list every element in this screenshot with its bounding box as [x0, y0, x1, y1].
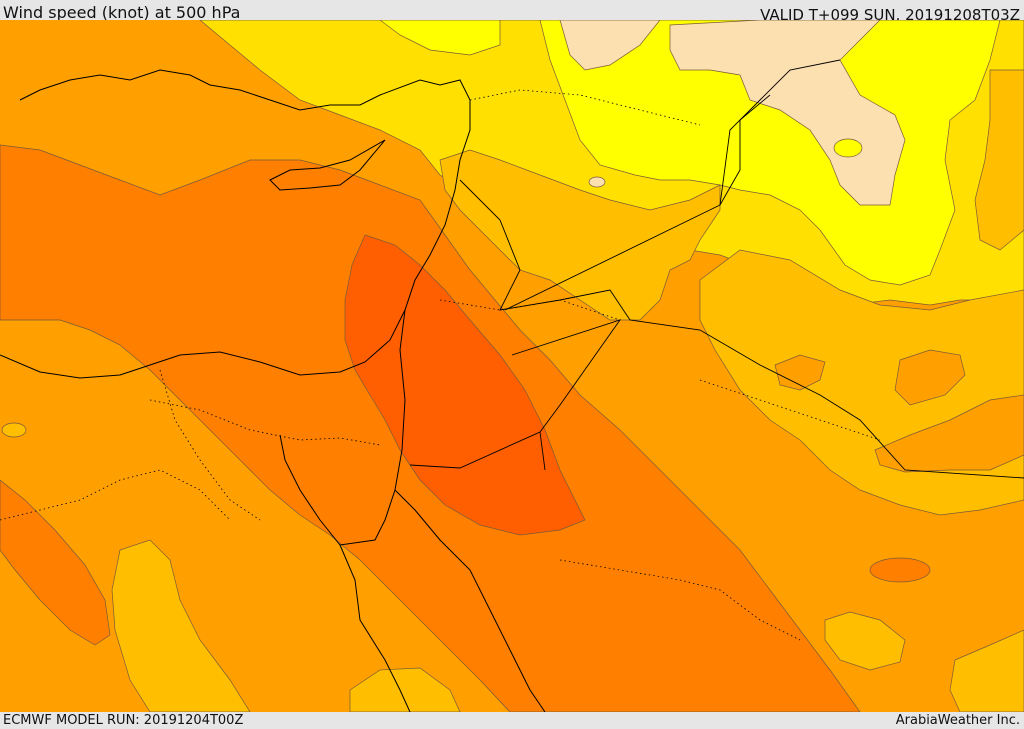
- wind-band-dark-orange-southwest: [0, 479, 111, 646]
- wind-band-dark-orange-patch-2: [894, 349, 966, 406]
- wind-speed-map: [0, 20, 1024, 712]
- wind-band-pale-tan-dot: [588, 176, 606, 188]
- coastlines: [0, 69, 546, 712]
- wind-band-light-orange-far-east: [974, 69, 1024, 251]
- wind-band-light-orange-southeast: [824, 611, 906, 671]
- wind-band-dark-orange-patch-3: [874, 394, 1024, 473]
- wind-band-spot-west: [1, 422, 27, 438]
- wind-band-light-orange-southwest: [111, 539, 251, 712]
- credit-label: ArabiaWeather Inc.: [895, 713, 1020, 728]
- wind-band-light-orange-corner: [949, 629, 1024, 712]
- wind-band-pale-tan-spot: [833, 138, 863, 158]
- wind-band-bright-yellow-north: [379, 20, 501, 56]
- model-run-label: ECMWF MODEL RUN: 20191204T00Z: [3, 713, 244, 728]
- wind-band-pale-tan: [559, 20, 661, 71]
- wind-band-light-orange-south: [349, 667, 461, 712]
- valid-time-label: VALID T+099 SUN. 20191208T03Z: [760, 6, 1020, 24]
- wind-band-dark-orange-patch-1: [774, 354, 826, 391]
- wind-band-pale-tan-east: [669, 20, 906, 206]
- wind-band-light-orange: [439, 149, 721, 321]
- map-title: Wind speed (knot) at 500 hPa: [3, 3, 241, 22]
- wind-band-dark-orange-patch-4: [869, 557, 931, 583]
- borders: [409, 59, 1024, 479]
- wind-band-bright-yellow: [539, 20, 1001, 286]
- map-canvas: [0, 20, 1024, 712]
